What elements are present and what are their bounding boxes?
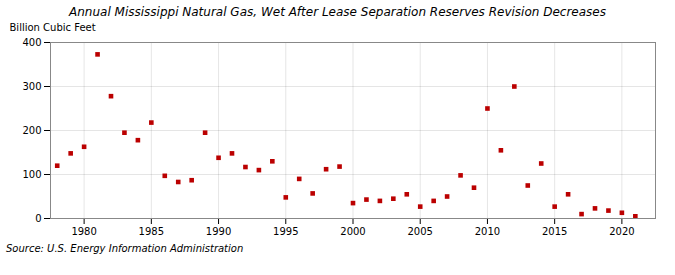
svg-text:2000: 2000 bbox=[340, 226, 365, 237]
svg-text:1980: 1980 bbox=[71, 226, 96, 237]
svg-text:2020: 2020 bbox=[609, 226, 634, 237]
svg-text:300: 300 bbox=[22, 81, 41, 92]
svg-text:2010: 2010 bbox=[475, 226, 500, 237]
html-text:Annual Mississippi Natural Gas: Annual Mississippi Natural Gas, Wet Afte… bbox=[69, 5, 606, 19]
svg-text:1995: 1995 bbox=[273, 226, 298, 237]
svg-text:1990: 1990 bbox=[206, 226, 231, 237]
svg-text:200: 200 bbox=[22, 125, 41, 136]
svg-text:1985: 1985 bbox=[139, 226, 164, 237]
svg-text:Billion Cubic Feet: Billion Cubic Feet bbox=[10, 22, 96, 33]
svg-text:2005: 2005 bbox=[407, 226, 432, 237]
svg-text:400: 400 bbox=[22, 37, 41, 48]
html-text:Source: U.S. Energy Informatio: Source: U.S. Energy Information Administ… bbox=[6, 243, 244, 254]
svg-text:100: 100 bbox=[22, 169, 41, 180]
svg-text:2015: 2015 bbox=[542, 226, 567, 237]
svg-text:0: 0 bbox=[35, 213, 41, 224]
